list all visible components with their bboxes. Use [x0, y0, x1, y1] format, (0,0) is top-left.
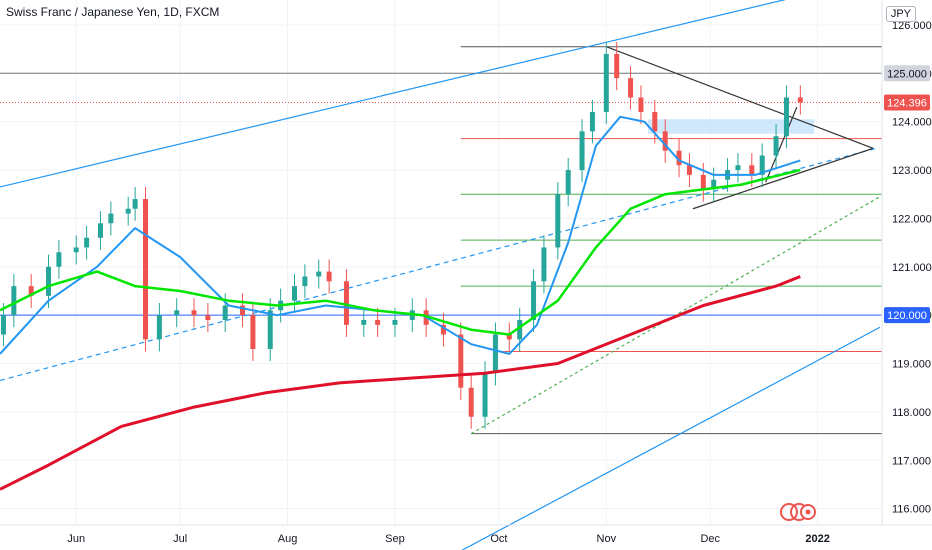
y-tick-label: 117.000 [892, 455, 931, 467]
y-tick-label: 124.000 [892, 117, 932, 129]
x-tick-label: Dec [700, 533, 720, 545]
candle-body [240, 305, 246, 316]
candle-body [392, 320, 398, 325]
candle-body [749, 165, 755, 175]
candle-body [555, 194, 561, 248]
candle-body [797, 97, 803, 103]
candle-body [132, 199, 138, 209]
candle-body [343, 281, 349, 325]
price-tag-box [884, 65, 930, 82]
candle-body [517, 320, 523, 340]
triangle-bottom [692, 147, 874, 210]
candle-body [603, 53, 609, 112]
candle-body [541, 247, 547, 282]
currency-badge[interactable]: JPY [885, 6, 916, 22]
candle-body [84, 237, 90, 248]
candle-body [638, 97, 644, 112]
candle-body [482, 373, 488, 417]
candle-body [267, 310, 273, 350]
candle-body [222, 305, 228, 320]
candle-body [108, 213, 114, 224]
candle-body [250, 315, 256, 350]
time-axis[interactable]: Jun Jul Aug Sep Oct Nov Dec 2022 [67, 533, 830, 545]
channel-mid [0, 147, 877, 382]
moving-averages [0, 115, 801, 491]
candle-body [205, 315, 211, 320]
candle-body [531, 281, 537, 320]
candle-body [191, 310, 197, 316]
candle-body [361, 320, 367, 325]
candle-body [735, 165, 741, 171]
candle-body [652, 112, 658, 132]
y-tick-label: 122.000 [892, 213, 932, 225]
candle-body [676, 150, 682, 166]
candle-body [56, 252, 62, 267]
x-tick-label: 2022 [805, 533, 829, 545]
candle-body [291, 286, 297, 301]
triangle-top [606, 46, 874, 149]
horizontal-levels [0, 46, 882, 435]
candle-body [662, 131, 668, 151]
x-tick-label: Nov [597, 533, 617, 545]
y-tick-label: 116.000 [892, 504, 931, 516]
channel-lower [461, 326, 881, 550]
candle-body [468, 387, 474, 417]
y-tick-label: 119.000 [892, 359, 931, 371]
price-tag-box [884, 307, 930, 324]
candle-body [143, 199, 149, 340]
x-tick-label: Aug [278, 533, 298, 545]
price-tag-label: 120.000 [887, 310, 927, 322]
candle-body [579, 131, 585, 171]
price-tag-label: 125.000 [887, 68, 927, 80]
candle-body [316, 271, 322, 277]
candle-body [97, 223, 103, 238]
y-tick-label: 118.000 [892, 407, 931, 419]
candle-body [773, 136, 779, 156]
candle-body [700, 174, 706, 190]
candle-body [46, 266, 52, 296]
ema-line-red [0, 275, 801, 491]
candle-body [686, 165, 692, 175]
candle-body [759, 155, 765, 175]
candle-body [711, 179, 717, 190]
candle-body [589, 112, 595, 132]
supply-zone [647, 119, 815, 134]
candle-body [375, 320, 381, 325]
price-tags: 125.000 124.396 120.000 [884, 65, 930, 324]
candle-body [156, 315, 162, 340]
x-tick-label: Jul [173, 533, 187, 545]
x-tick-label: Sep [385, 533, 405, 545]
ema-line-blue [0, 115, 801, 355]
y-tick-label: 126.000 [892, 20, 932, 32]
candle-body [506, 334, 512, 340]
candle-body [11, 286, 17, 316]
candle-body [458, 334, 464, 388]
candle-body [565, 170, 571, 195]
candle-body [628, 78, 634, 98]
candle-body [302, 276, 308, 287]
price-tag-label: 124.396 [887, 98, 927, 110]
candle-body [492, 334, 498, 374]
ema-line-green [0, 168, 801, 336]
x-tick-label: Oct [490, 533, 507, 545]
candle-body [174, 310, 180, 316]
x-tick-label: Jun [67, 533, 85, 545]
replay-icon[interactable] [780, 503, 816, 521]
candle-body [614, 53, 620, 79]
channel-upper [0, 0, 787, 188]
candle-body [0, 315, 6, 335]
candle-body [73, 247, 79, 253]
chart-title: Swiss Franc / Japanese Yen, 1D, FXCM [6, 5, 220, 19]
candle-body [125, 208, 131, 214]
y-tick-label: 123.000 [892, 165, 932, 177]
candle-body [783, 97, 789, 137]
candle-body [440, 324, 446, 335]
candle-body [326, 271, 332, 282]
candle-body [28, 286, 34, 296]
y-tick-label: 121.000 [892, 262, 932, 274]
price-tag-box [884, 94, 930, 111]
